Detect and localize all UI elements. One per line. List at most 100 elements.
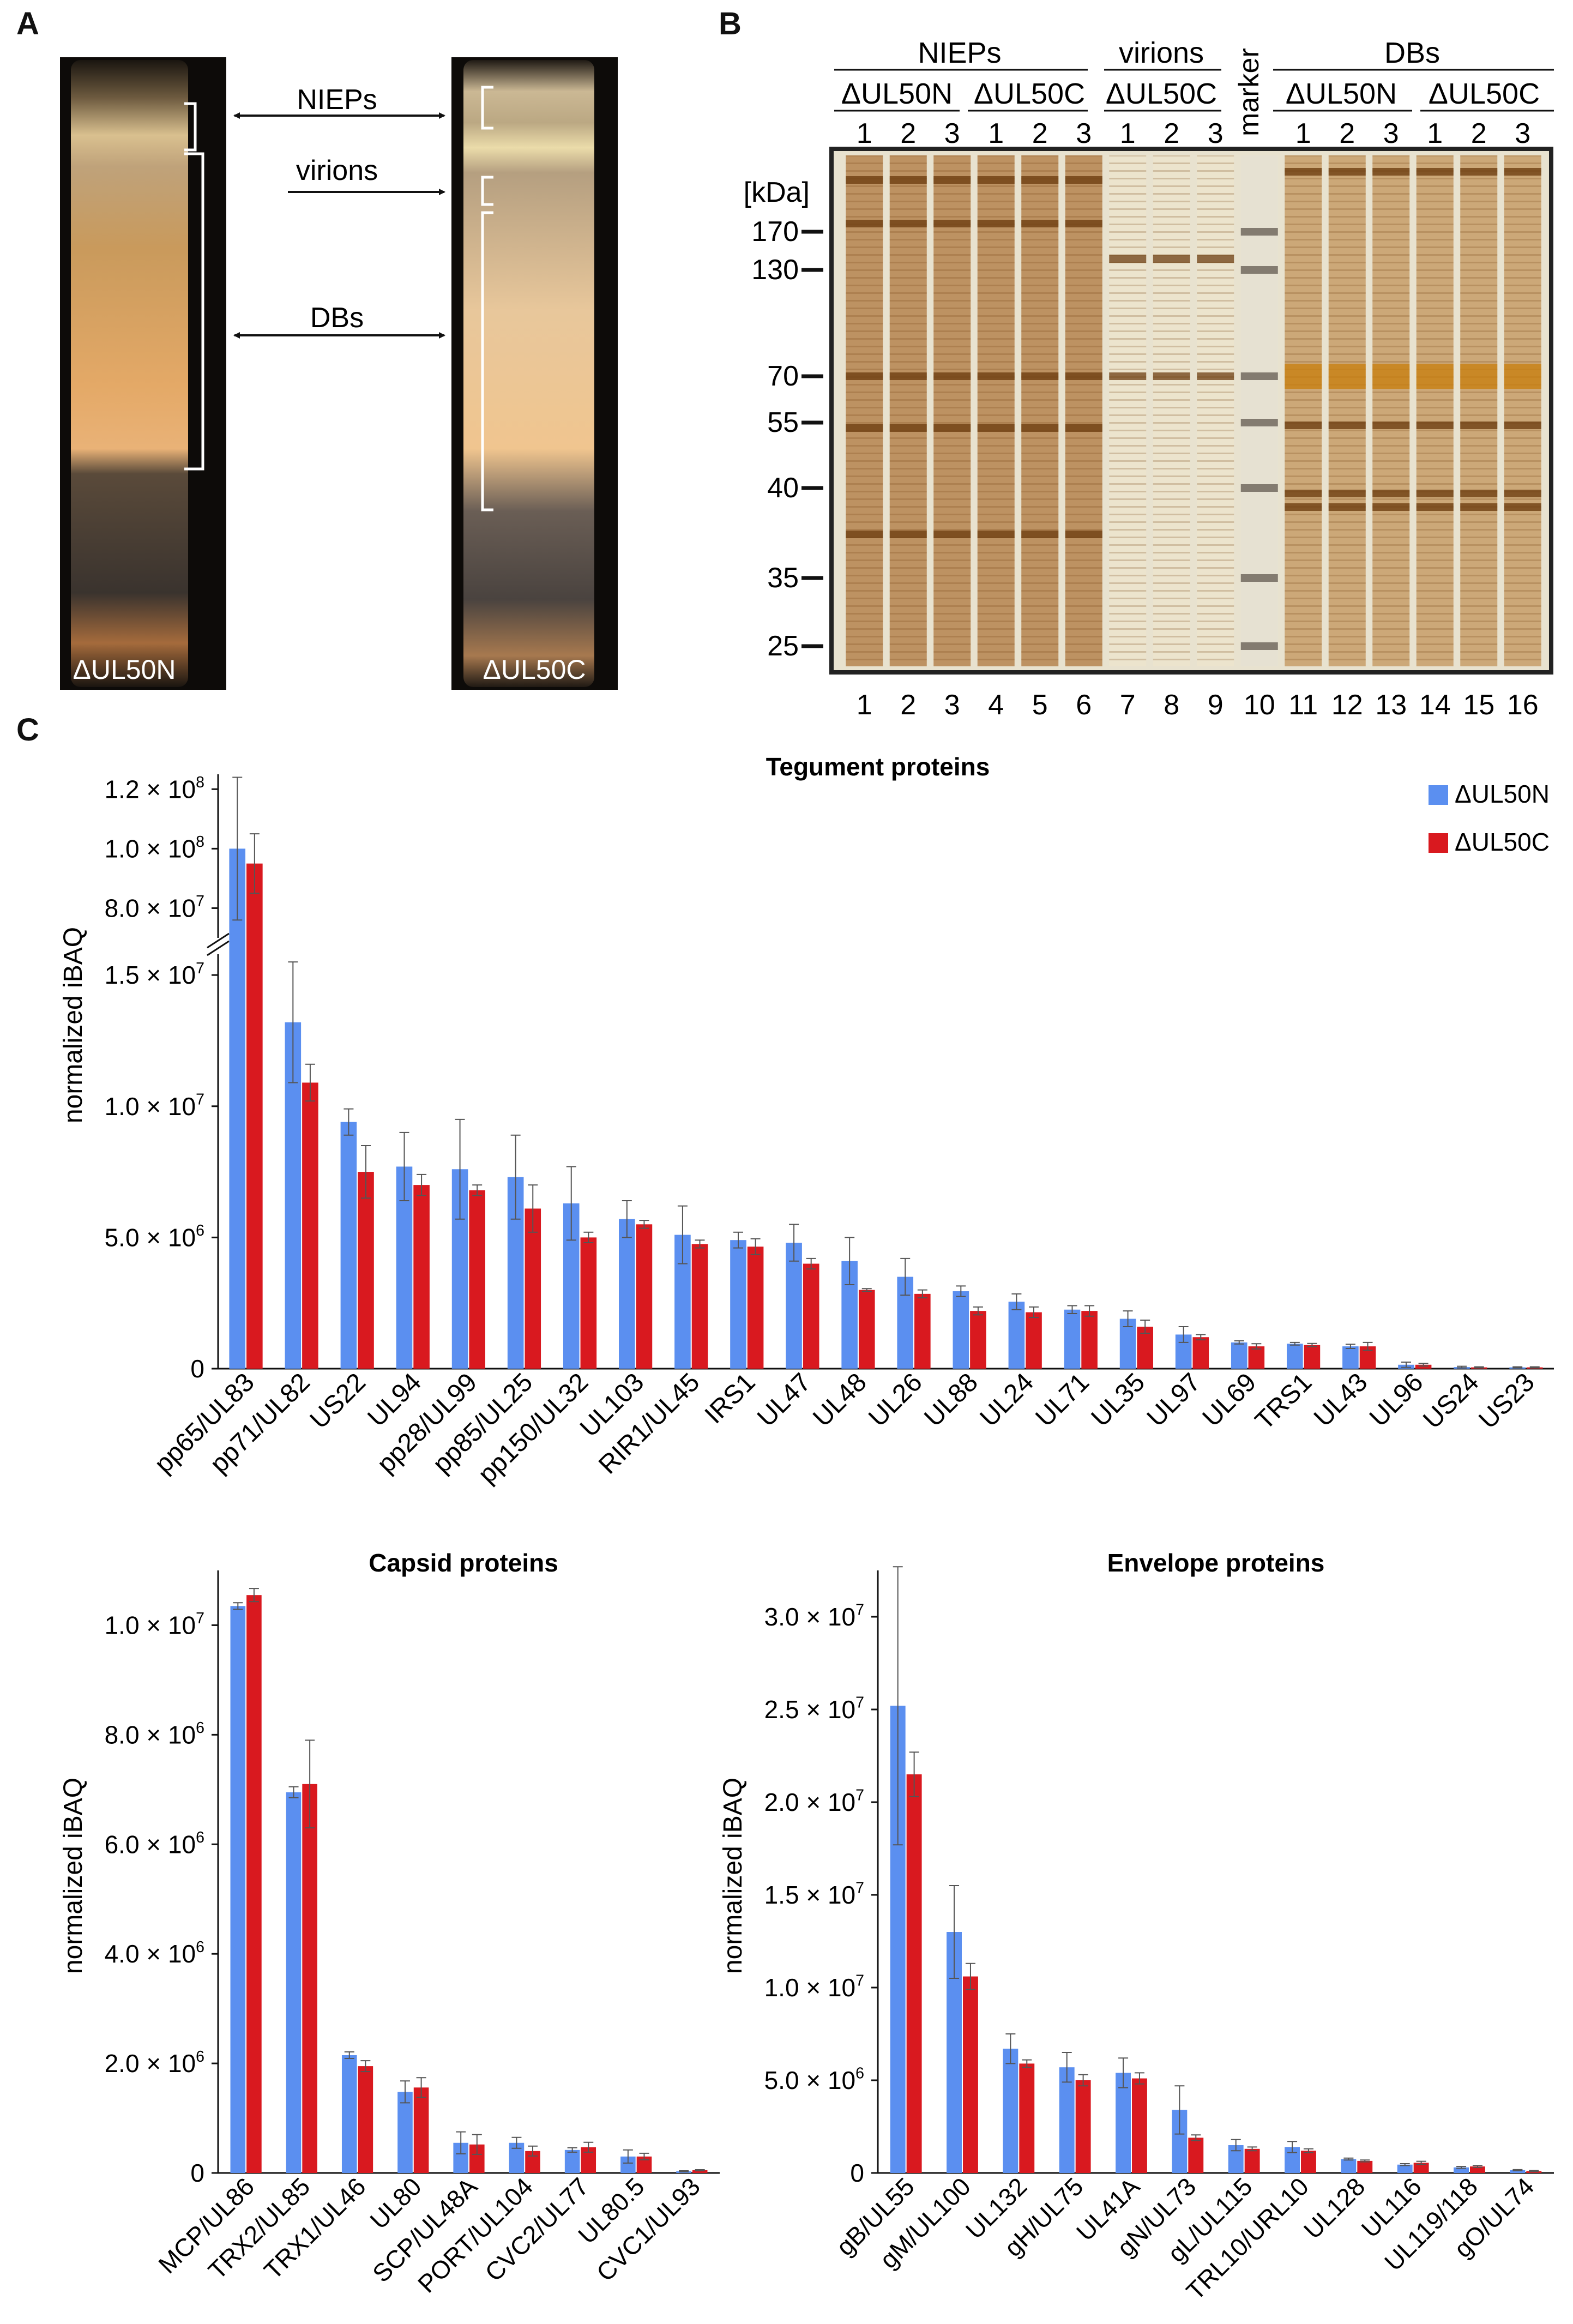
gel-band	[889, 424, 927, 432]
gel-lanes	[846, 155, 1541, 666]
gel-band	[1065, 424, 1102, 432]
category-label: US22	[305, 1368, 371, 1434]
gel-lane-texture	[1021, 155, 1059, 666]
bar-ul50n	[1342, 1346, 1359, 1369]
gel-lane-number: 13	[1375, 689, 1407, 721]
gel-band	[1328, 168, 1366, 176]
gel-band	[1416, 364, 1454, 389]
y-tick-label-exp: 6	[196, 1719, 204, 1737]
y-tick-label: 2.5 × 107	[764, 1694, 864, 1724]
y-tick-label-exp: 6	[196, 1829, 204, 1846]
gel-lane-number: 6	[1076, 689, 1092, 721]
y-tick-label-base: 5.0 × 10	[105, 1223, 196, 1251]
y-tick-label-base: 3.0 × 10	[764, 1603, 856, 1631]
gel-lane-texture	[1197, 155, 1234, 666]
gel-band	[977, 424, 1015, 432]
gel-band	[846, 220, 883, 227]
gel-lane-number: 11	[1288, 689, 1318, 721]
bar-ul50n	[230, 1606, 246, 2173]
y-tick-label: 2.0 × 107	[764, 1787, 864, 1816]
y-tick-label: 1.0 × 107	[764, 1972, 864, 2002]
y-tick-label-exp: 6	[196, 1938, 204, 1956]
y-tick-label: 4.0 × 106	[105, 1938, 204, 1968]
gel-band	[933, 220, 971, 227]
gel-replicate-label: 2	[900, 118, 916, 149]
gel-lane-number: 14	[1419, 689, 1451, 721]
category-label: UL43	[1309, 1368, 1373, 1432]
gel-band	[1328, 503, 1366, 511]
gel-lane-texture	[846, 155, 883, 666]
gel-marker-label: marker	[1233, 48, 1265, 136]
gel-lane-number: 3	[944, 689, 960, 721]
y-tick-label-exp: 8	[196, 774, 204, 791]
y-tick-label: 1.0 × 107	[105, 1091, 204, 1120]
bar-ul50c	[1413, 2163, 1429, 2173]
y-tick-label: 1.5 × 107	[105, 960, 204, 989]
gel-band	[1021, 531, 1059, 538]
gel-band	[1240, 484, 1278, 492]
bar-ul50c	[803, 1263, 819, 1369]
gel-lane-number: 5	[1032, 689, 1048, 721]
gel-band	[1109, 372, 1147, 380]
y-tick-label-exp: 7	[196, 960, 204, 977]
bar-ul50n	[1397, 2164, 1413, 2173]
gel-band	[1021, 372, 1059, 380]
gel-band	[846, 176, 883, 184]
bar-ul50c	[1132, 2078, 1147, 2173]
y-axis-label: normalized iBAQ	[59, 1778, 88, 1974]
bar-ul50c	[1019, 2063, 1035, 2173]
bar-ul50n	[341, 2055, 357, 2173]
gel-band	[933, 176, 971, 184]
gel-lane-number: 15	[1463, 689, 1494, 721]
y-tick-label-base: 0	[190, 1354, 204, 1383]
gel-band	[1416, 168, 1454, 176]
category-label: US24	[1418, 1368, 1484, 1434]
category-label: UL69	[1197, 1368, 1262, 1432]
category-label: UL48	[807, 1368, 872, 1432]
y-tick-label-base: 0	[190, 2159, 204, 2187]
bar-ul50c	[691, 1244, 708, 1369]
y-tick-label-base: 1.0 × 10	[105, 834, 196, 863]
gel-replicate-label: 1	[857, 118, 872, 149]
bracket-left-dbs	[184, 152, 204, 471]
chart-title: Envelope proteins	[1107, 1549, 1325, 1577]
axis-break-mark	[207, 932, 230, 949]
gel-band	[1285, 422, 1322, 429]
gel-lane-texture	[1328, 155, 1366, 666]
gel-band	[1021, 220, 1059, 227]
gel-band	[1021, 176, 1059, 184]
gel-band	[1460, 490, 1498, 497]
gel-lane-texture	[1065, 155, 1102, 666]
y-tick-label: 3.0 × 107	[764, 1601, 864, 1631]
gel-band	[1328, 490, 1366, 497]
gel-band	[1065, 176, 1102, 184]
gel-lane-number: 10	[1244, 689, 1275, 721]
gel-band	[1240, 419, 1278, 426]
gel-band	[1285, 503, 1322, 511]
y-tick-label-exp: 8	[196, 833, 204, 851]
chart-envelope: Envelope proteins normalized iBAQ 0 5.0 × 1…	[719, 1549, 1554, 2305]
gel-lane-texture	[1460, 155, 1498, 666]
bar-ul50n	[1341, 2159, 1357, 2173]
y-tick-label-base: 1.2 × 10	[105, 775, 196, 803]
gel-group-dbs: DBs	[1384, 37, 1440, 69]
gel-band	[977, 531, 1015, 538]
legend-label-n: ΔUL50N	[1455, 780, 1550, 808]
y-tick-label: 1.2 × 108	[105, 774, 204, 803]
panel-a: ΔUL50N ΔUL50C NIEPs virions DBs	[60, 57, 618, 690]
bar-ul50c	[1415, 1364, 1432, 1369]
gel-lane-number: 1	[857, 689, 872, 721]
gel-band	[1460, 364, 1498, 389]
gel-lane-texture	[1504, 155, 1541, 666]
gel-subgroup-nieps-n: ΔUL50N	[841, 77, 953, 110]
bar-ul50c	[246, 863, 263, 1369]
gel-marker-size: 35	[767, 562, 799, 594]
y-tick-label-base: 1.5 × 10	[105, 961, 196, 989]
bar-ul50c	[413, 2087, 429, 2173]
bar-ul50c	[358, 2066, 373, 2173]
tube-left	[71, 60, 188, 687]
bar-ul50n	[619, 1219, 635, 1369]
gel-replicate-label: 1	[1120, 118, 1136, 149]
